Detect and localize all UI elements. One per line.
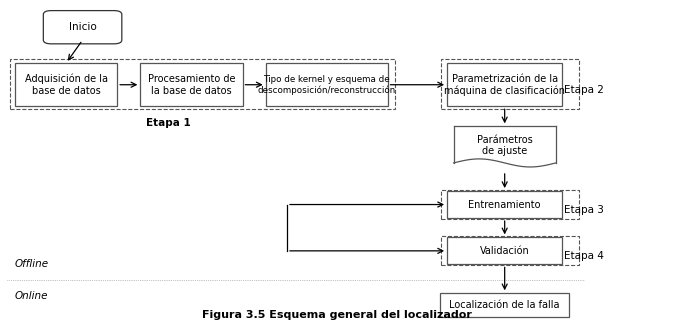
Text: Adquisición de la
base de datos: Adquisición de la base de datos [25, 74, 108, 96]
Text: Figura 3.5 Esquema general del localizador: Figura 3.5 Esquema general del localizad… [201, 310, 472, 319]
Text: Etapa 3: Etapa 3 [564, 204, 604, 215]
Text: Etapa 1: Etapa 1 [146, 118, 190, 128]
Text: Etapa 4: Etapa 4 [564, 251, 604, 261]
Text: Tipo de kernel y esquema de
descomposición/reconstrucción: Tipo de kernel y esquema de descomposici… [258, 75, 396, 95]
Bar [441, 59, 579, 109]
Polygon shape [454, 126, 556, 167]
Text: Etapa 2: Etapa 2 [564, 85, 604, 95]
Text: Online: Online [15, 290, 48, 301]
Bar [441, 190, 579, 219]
FancyBboxPatch shape [440, 293, 569, 317]
Bar [10, 59, 394, 109]
FancyBboxPatch shape [447, 63, 563, 106]
Text: Localización de la falla: Localización de la falla [450, 300, 560, 310]
Text: Inicio: Inicio [69, 22, 96, 32]
FancyBboxPatch shape [266, 63, 388, 106]
FancyBboxPatch shape [140, 63, 242, 106]
Text: Validación: Validación [480, 246, 530, 256]
Text: Parámetros
de ajuste: Parámetros de ajuste [476, 135, 532, 156]
Text: Procesamiento de
la base de datos: Procesamiento de la base de datos [147, 74, 235, 96]
Bar [441, 236, 579, 265]
FancyBboxPatch shape [447, 191, 563, 218]
FancyBboxPatch shape [447, 237, 563, 264]
Text: Entrenamiento: Entrenamiento [468, 200, 541, 210]
FancyBboxPatch shape [15, 63, 117, 106]
FancyBboxPatch shape [43, 11, 122, 44]
Text: Parametrización de la
máquina de clasificación: Parametrización de la máquina de clasifi… [444, 74, 565, 96]
Text: Offline: Offline [15, 259, 48, 269]
